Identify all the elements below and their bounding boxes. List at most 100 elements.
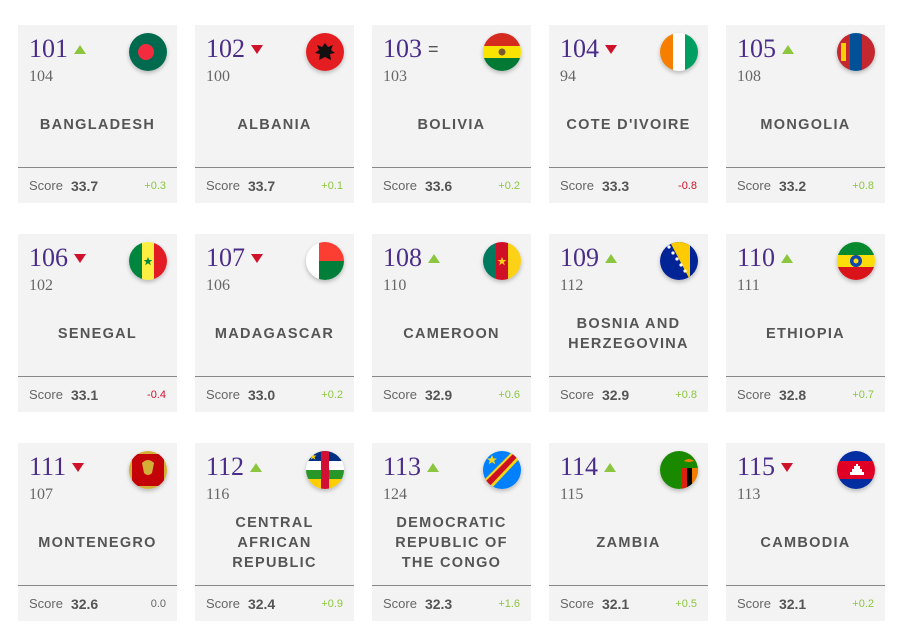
rank: 105 xyxy=(737,34,794,64)
previous-rank: 100 xyxy=(206,68,230,85)
score-label: Score xyxy=(737,178,771,193)
rank: 104 xyxy=(560,34,617,64)
trend-down-icon xyxy=(72,462,85,472)
bolivia-flag-icon xyxy=(483,33,521,71)
country-name: SENEGAL xyxy=(57,326,138,342)
country-card[interactable]: 111 107 MONTENEGRO Score 32.6 0.0 xyxy=(18,443,177,621)
rank: 103 = xyxy=(383,34,439,64)
country-name: ZAMBIA xyxy=(596,535,661,551)
country-card[interactable]: 110 111 ETHIOPIA Score 32.8 +0.7 xyxy=(726,234,885,412)
score-label: Score xyxy=(29,178,63,193)
country-card[interactable]: 101 104 BANGLADESH Score 33.7 +0.3 xyxy=(18,25,177,203)
rank-value: 112 xyxy=(206,452,245,481)
score-change: +0.5 xyxy=(675,597,697,610)
country-card[interactable]: 115 113 CAMBODIA Score 32.1 +0.2 xyxy=(726,443,885,621)
rank-value: 115 xyxy=(737,452,776,481)
score-value: 32.6 xyxy=(70,595,99,612)
country-card[interactable]: 113 124 DEMOCRATIC REPUBLIC OF THE CONGO Sc… xyxy=(372,443,531,621)
albania-flag-icon xyxy=(306,33,344,71)
trend-equal-icon: = xyxy=(428,39,439,59)
score-value: 33.6 xyxy=(424,177,453,194)
rank: 112 xyxy=(206,452,263,482)
bangladesh-flag-icon xyxy=(129,33,167,71)
country-card[interactable]: 102 100 ALBANIA Score 33.7 +0.1 xyxy=(195,25,354,203)
rank-value: 106 xyxy=(29,243,68,272)
score-row: Score 32.9 +0.8 xyxy=(549,376,708,412)
country-name: ETHIOPIA xyxy=(766,326,845,342)
score-row: Score 32.8 +0.7 xyxy=(726,376,885,412)
previous-rank: 110 xyxy=(383,277,407,294)
previous-rank: 113 xyxy=(737,486,761,503)
country-card[interactable]: 104 94 COTE D'IVOIRE Score 33.3 -0.8 xyxy=(549,25,708,203)
rank: 115 xyxy=(737,452,794,482)
country-name: CENTRAL AFRICAN REPUBLIC xyxy=(232,515,317,571)
score-row: Score 33.7 +0.1 xyxy=(195,167,354,203)
previous-rank: 103 xyxy=(383,68,407,85)
score-change: +0.2 xyxy=(498,179,520,192)
mongolia-flag-icon xyxy=(837,33,875,71)
score-row: Score 33.3 -0.8 xyxy=(549,167,708,203)
score-change: +0.2 xyxy=(321,388,343,401)
score-change: +0.2 xyxy=(852,597,874,610)
score-label: Score xyxy=(29,596,63,611)
rank-value: 102 xyxy=(206,34,245,63)
country-name: CAMEROON xyxy=(403,326,500,342)
country-name: BOSNIA AND HERZEGOVINA xyxy=(568,316,689,352)
rank-value: 105 xyxy=(737,34,776,63)
previous-rank: 111 xyxy=(737,277,760,294)
score-value: 33.0 xyxy=(247,386,276,403)
score-change: -0.8 xyxy=(678,179,697,192)
country-name: BOLIVIA xyxy=(417,117,486,133)
country-card[interactable]: 106 102 SENEGAL Score 33.1 -0.4 xyxy=(18,234,177,412)
score-value: 33.3 xyxy=(601,177,630,194)
score-value: 33.1 xyxy=(70,386,99,403)
rank: 113 xyxy=(383,452,440,482)
previous-rank: 94 xyxy=(560,68,576,85)
score-row: Score 33.7 +0.3 xyxy=(18,167,177,203)
country-card[interactable]: 108 110 CAMEROON Score 32.9 +0.6 xyxy=(372,234,531,412)
score-row: Score 32.4 +0.9 xyxy=(195,585,354,621)
dr-congo-flag-icon xyxy=(483,451,521,489)
rank-value: 104 xyxy=(560,34,599,63)
score-row: Score 32.6 0.0 xyxy=(18,585,177,621)
trend-up-icon xyxy=(781,253,794,263)
rank: 109 xyxy=(560,243,617,273)
rank: 114 xyxy=(560,452,617,482)
trend-up-icon xyxy=(428,253,440,263)
senegal-flag-icon xyxy=(129,242,167,280)
score-change: +1.6 xyxy=(498,597,520,610)
score-label: Score xyxy=(206,178,240,193)
country-card[interactable]: 107 106 MADAGASCAR Score 33.0 +0.2 xyxy=(195,234,354,412)
score-value: 33.7 xyxy=(247,177,276,194)
rank-value: 103 xyxy=(383,34,422,63)
previous-rank: 102 xyxy=(29,277,53,294)
previous-rank: 116 xyxy=(206,486,230,503)
cote-divoire-flag-icon xyxy=(660,33,698,71)
country-name: CAMBODIA xyxy=(760,535,851,551)
score-label: Score xyxy=(737,596,771,611)
country-card[interactable]: 112 116 CENTRAL AFRICAN REPUBLIC Score 32.4 +… xyxy=(195,443,354,621)
trend-down-icon xyxy=(251,44,263,54)
rank: 108 xyxy=(383,243,440,273)
score-value: 33.2 xyxy=(778,177,807,194)
country-card[interactable]: 105 108 MONGOLIA Score 33.2 +0.8 xyxy=(726,25,885,203)
score-label: Score xyxy=(29,387,63,402)
rank-value: 110 xyxy=(737,243,776,272)
country-card[interactable]: 109 112 BOSNIA AND HERZEGOVINA Score 32.9 +0.… xyxy=(549,234,708,412)
score-value: 32.3 xyxy=(424,595,453,612)
country-card[interactable]: 114 115 ZAMBIA Score 32.1 +0.5 xyxy=(549,443,708,621)
country-name: MONGOLIA xyxy=(760,117,851,133)
score-label: Score xyxy=(383,387,417,402)
score-row: Score 32.9 +0.6 xyxy=(372,376,531,412)
score-row: Score 33.0 +0.2 xyxy=(195,376,354,412)
country-card[interactable]: 103 = 103 BOLIVIA Score 33.6 +0.2 xyxy=(372,25,531,203)
country-name: COTE D'IVOIRE xyxy=(566,117,691,133)
trend-up-icon xyxy=(604,462,617,472)
score-change: 0.0 xyxy=(150,597,166,610)
country-name: BANGLADESH xyxy=(39,117,156,133)
rank-value: 113 xyxy=(383,452,422,481)
central-african-republic-flag-icon xyxy=(306,451,344,489)
score-row: Score 33.6 +0.2 xyxy=(372,167,531,203)
score-label: Score xyxy=(383,178,417,193)
trend-down-icon xyxy=(251,253,263,263)
